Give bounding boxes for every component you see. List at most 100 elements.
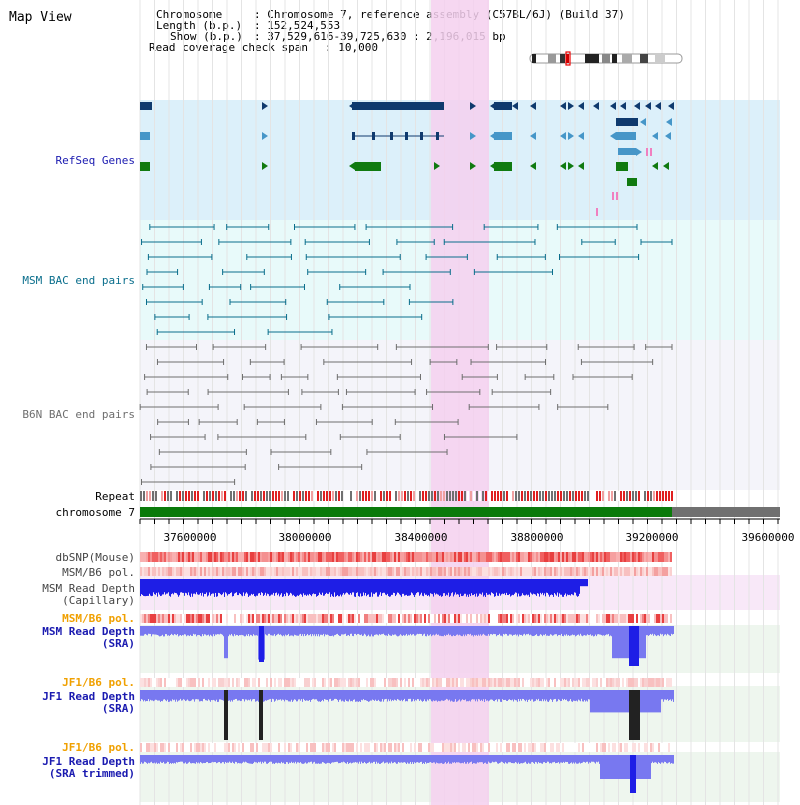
jf1-trimmed-depth-bar xyxy=(485,755,486,763)
jf1-trimmed-depth-bar xyxy=(341,755,342,763)
dbsnp-mark xyxy=(458,552,460,562)
jf1-sra-depth-bar xyxy=(387,690,388,702)
jf1-trimmed-depth-bar xyxy=(397,755,398,764)
jf1-b6-pol-mark xyxy=(410,678,412,687)
jf1-sra-depth-bar xyxy=(155,690,156,700)
track-label-jf1-b6-pol[interactable]: JF1/B6 pol. xyxy=(62,676,135,689)
jf1-b6-pol2-mark xyxy=(298,743,300,752)
msm-b6-pol2-mark xyxy=(300,614,302,623)
msm-b6-pol-mark xyxy=(152,567,154,576)
gene-arrow xyxy=(512,102,518,110)
jf1-trimmed-depth-bar xyxy=(348,755,349,764)
jf1-trimmed-depth-bar xyxy=(427,755,428,763)
track-label-msm-b6-pol-2[interactable]: MSM/B6 pol. xyxy=(62,612,135,625)
jf1-b6-pol2-mark xyxy=(652,743,654,752)
jf1-trimmed-depth-bar xyxy=(367,755,368,764)
repeat-mark xyxy=(212,491,214,501)
msm-b6-pol2-mark xyxy=(222,614,224,623)
jf1-trimmed-depth-bar xyxy=(522,755,523,764)
jf1-trimmed-depth-bar xyxy=(533,755,534,763)
msm-sra-depth-bar xyxy=(379,626,380,635)
dbsnp-mark xyxy=(340,552,342,562)
jf1-trimmed-depth-bar xyxy=(619,755,620,779)
selection-highlight xyxy=(431,0,489,805)
jf1-b6-pol2-mark xyxy=(290,743,292,752)
dbsnp-mark xyxy=(668,552,670,562)
repeat-mark xyxy=(569,491,571,501)
msm-sra-depth-bar xyxy=(618,626,619,659)
jf1-sra-depth-bar xyxy=(392,690,393,700)
msm-sra-depth-bar xyxy=(386,626,387,636)
jf1-b6-pol2-mark xyxy=(628,743,630,752)
jf1-sra-depth-bar xyxy=(403,690,404,701)
msm-capillary-depth-bar xyxy=(449,579,450,597)
msm-b6-pol2-mark xyxy=(548,614,550,623)
jf1-sra-depth-bar xyxy=(255,690,256,702)
msm-b6-pol2-mark xyxy=(314,614,316,623)
msm-b6-pol2-mark xyxy=(496,614,498,623)
jf1-b6-pol-mark xyxy=(430,678,432,687)
jf1-b6-pol-mark xyxy=(188,678,190,687)
msm-b6-pol2-mark xyxy=(666,614,668,623)
jf1-b6-pol-mark xyxy=(604,678,606,687)
jf1-sra-depth-bar xyxy=(562,690,563,699)
msm-b6-pol-mark xyxy=(632,567,634,576)
jf1-sra-depth-bar xyxy=(213,690,214,700)
msm-capillary-depth-bar xyxy=(229,579,230,595)
dbsnp-mark xyxy=(174,552,176,562)
track-label-jf1-b6-pol-2[interactable]: JF1/B6 pol. xyxy=(62,741,135,754)
msm-b6-pol2-mark xyxy=(266,614,268,623)
dbsnp-mark xyxy=(396,552,398,562)
jf1-trimmed-depth-bar xyxy=(373,755,374,762)
track-label-refseq[interactable]: RefSeq Genes xyxy=(55,154,135,167)
msm-sra-depth-bar xyxy=(160,626,161,637)
jf1-sra-depth-bar xyxy=(566,690,567,700)
jf1-trimmed-depth-bar xyxy=(227,755,228,763)
repeat-mark xyxy=(209,491,211,501)
msm-capillary-depth-bar xyxy=(203,579,204,597)
gene-arrow xyxy=(262,132,268,140)
jf1-b6-pol2-mark xyxy=(208,743,210,752)
jf1-sra-depth-bar xyxy=(589,690,590,700)
jf1-trimmed-depth-bar xyxy=(616,755,617,779)
jf1-b6-pol-mark xyxy=(248,678,250,687)
track-label-jf1-depth-sra[interactable]: JF1 Read Depth (SRA) xyxy=(42,691,135,715)
jf1-b6-pol2-mark xyxy=(380,743,382,752)
dbsnp-mark xyxy=(584,552,586,562)
dbsnp-mark xyxy=(656,552,658,562)
track-label-b6n-bac[interactable]: B6N BAC end pairs xyxy=(22,408,135,421)
msm-sra-depth-bar xyxy=(485,626,486,636)
msm-b6-pol-mark xyxy=(154,567,156,576)
msm-capillary-depth-bar xyxy=(558,579,559,597)
jf1-sra-depth-bar xyxy=(401,690,402,700)
jf1-b6-pol2-mark xyxy=(150,743,152,752)
jf1-sra-depth-bar xyxy=(252,690,253,700)
msm-depth-sra-line1: MSM Read Depth xyxy=(42,625,135,638)
track-label-chromosome[interactable]: chromosome 7 xyxy=(55,506,135,519)
track-label-msm-bac[interactable]: MSM BAC end pairs xyxy=(22,274,135,287)
repeat-mark xyxy=(653,491,655,501)
jf1-sra-depth-bar xyxy=(330,690,331,699)
jf1-b6-pol2-mark xyxy=(544,743,546,752)
msm-sra-depth-bar xyxy=(387,626,388,636)
jf1-b6-pol-mark xyxy=(400,678,402,687)
track-label-jf1-depth-trimmed[interactable]: JF1 Read Depth (SRA trimmed) xyxy=(42,756,135,780)
jf1-sra-depth-bar xyxy=(388,690,389,700)
track-label-msm-depth-sra[interactable]: MSM Read Depth (SRA) xyxy=(42,626,135,650)
dbsnp-mark xyxy=(462,552,464,562)
track-label-dbsnp[interactable]: dbSNP(Mouse) xyxy=(55,551,135,564)
track-label-msm-b6-pol[interactable]: MSM/B6 pol. xyxy=(62,566,135,579)
jf1-trimmed-depth-bar xyxy=(593,755,594,762)
jf1-b6-pol-mark xyxy=(326,678,328,687)
msm-capillary-depth-bar xyxy=(318,579,319,596)
msm-sra-depth-bar xyxy=(571,626,572,636)
track-label-repeat[interactable]: Repeat xyxy=(95,490,135,503)
jf1-sra-depth-bar xyxy=(617,690,618,713)
jf1-b6-pol-mark xyxy=(328,678,330,687)
msm-capillary-depth-bar xyxy=(161,579,162,596)
jf1-b6-pol2-mark xyxy=(602,743,604,752)
track-label-msm-depth-capillary[interactable]: MSM Read Depth (Capillary) xyxy=(42,583,135,607)
repeat-mark xyxy=(488,491,490,501)
jf1-trimmed-depth-bar xyxy=(567,755,568,762)
